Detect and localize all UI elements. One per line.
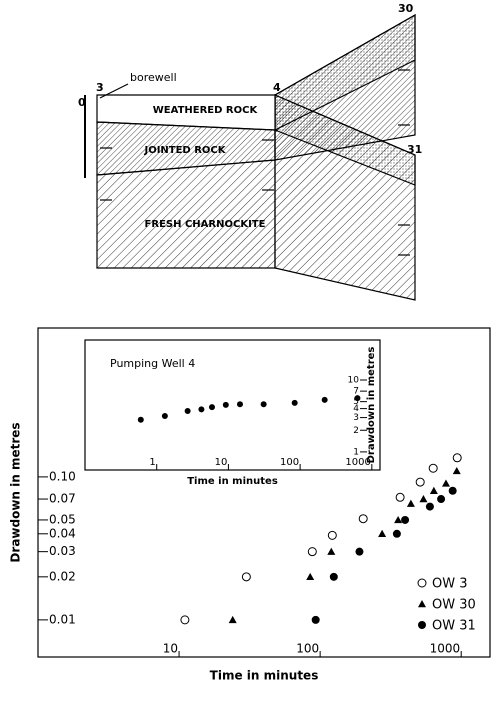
legend-marker	[418, 621, 426, 629]
point	[394, 515, 403, 524]
y-tick-label: 7	[353, 387, 359, 397]
x-tick-label: 100	[280, 457, 299, 468]
point	[321, 396, 328, 403]
point	[437, 495, 446, 504]
layer-label: JOINTED ROCK	[143, 145, 226, 156]
point	[452, 466, 461, 475]
point	[452, 453, 462, 463]
y-tick-label: 2	[353, 426, 359, 436]
legend-marker	[417, 578, 427, 588]
x-axis-label: Time in minutes	[210, 669, 319, 683]
y-tick-label: 4	[353, 404, 359, 414]
point	[291, 399, 298, 406]
borewell-label: borewell	[130, 71, 177, 84]
x-tick-label: 1000	[345, 457, 370, 468]
y-tick-label: 3	[353, 413, 359, 423]
well-label: 4	[273, 81, 281, 94]
x-tick-label: 10	[215, 457, 228, 468]
x-tick-label: 1000	[430, 642, 461, 656]
point	[198, 406, 205, 413]
legend-label: OW 31	[432, 619, 476, 634]
point	[428, 463, 438, 473]
point	[184, 407, 191, 414]
y-axis-label: Drawdown in metres	[366, 347, 377, 464]
point	[355, 547, 364, 556]
y-tick-label: 0.05	[49, 512, 76, 526]
point	[395, 492, 405, 502]
y-tick-label: 0.01	[49, 612, 76, 626]
point	[401, 515, 410, 524]
point	[306, 572, 315, 581]
point	[329, 572, 338, 581]
point	[448, 486, 457, 495]
x-axis-label: Time in minutes	[187, 476, 278, 487]
y-tick-label: 5	[353, 397, 359, 407]
point	[311, 615, 320, 624]
y-axis-label: Drawdown in metres	[9, 422, 23, 562]
scale-label: 0	[78, 96, 86, 109]
point	[406, 499, 415, 507]
point	[161, 412, 168, 419]
point	[260, 401, 267, 408]
y-tick-label: 1	[353, 447, 359, 457]
legend-label: OW 3	[432, 577, 468, 592]
y-tick-label: 0.10	[49, 469, 76, 483]
charts: 10 100 1000 0.10 0.07 0.050.04 0.03 0.02 0.01 Tim…	[9, 327, 491, 683]
x-tick-label: 10	[163, 642, 178, 656]
point	[429, 486, 438, 494]
layer-label: WEATHERED ROCK	[153, 105, 259, 116]
point	[354, 395, 361, 402]
block-diagram	[84, 13, 416, 301]
point	[241, 572, 251, 582]
point	[415, 477, 425, 487]
point	[327, 547, 336, 555]
point	[137, 416, 144, 423]
annotation: Pumping Well 4	[110, 357, 195, 370]
point	[307, 547, 317, 557]
point	[419, 495, 428, 503]
layer-fresh	[96, 159, 276, 269]
legend-marker	[418, 600, 426, 608]
point	[236, 401, 243, 408]
x-tick-label: 1	[149, 457, 155, 468]
y-tick-label: 10	[348, 375, 360, 385]
layer-label: FRESH CHARNOCKITE	[145, 219, 266, 230]
point	[425, 502, 434, 511]
x-tick-label: 100	[296, 642, 319, 656]
y-tick-label: 0.02	[49, 569, 76, 583]
well-label: 31	[407, 143, 422, 156]
point	[208, 404, 215, 411]
well-label: 30	[398, 2, 414, 15]
borewell-arrow	[99, 83, 129, 99]
point	[441, 479, 450, 487]
point	[392, 529, 401, 538]
legend-label: OW 30	[432, 598, 476, 613]
point	[180, 615, 190, 625]
point	[378, 529, 387, 537]
point	[327, 530, 337, 540]
point	[222, 401, 229, 408]
plot-frame	[37, 327, 491, 658]
y-tick-label: 0.07	[49, 492, 76, 506]
point	[358, 514, 368, 524]
plot-frame	[84, 339, 381, 471]
y-tick-label: 0.03	[49, 544, 76, 558]
well-label: 3	[96, 81, 104, 94]
y-tick-label: 0.04	[49, 526, 76, 540]
point	[228, 615, 237, 624]
